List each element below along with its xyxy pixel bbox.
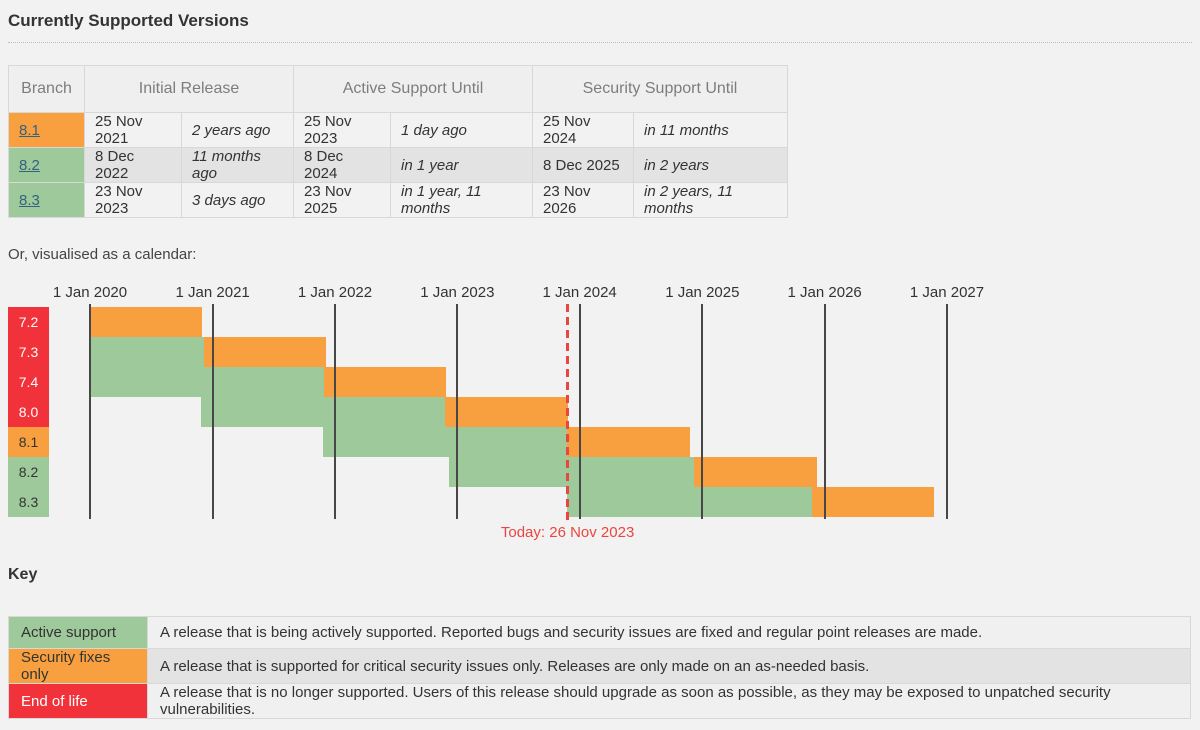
column-header-active-support: Active Support Until: [293, 65, 533, 113]
key-row: Security fixes only A release that is sup…: [8, 648, 1191, 684]
versions-header-row: Branch Initial Release Active Support Un…: [8, 65, 788, 113]
column-header-security-support: Security Support Until: [532, 65, 788, 113]
branch-cell: 8.3: [8, 182, 85, 218]
support-bar-security: [811, 487, 934, 517]
key-swatch-active: Active support: [8, 616, 148, 649]
column-header-initial-release: Initial Release: [84, 65, 294, 113]
key-title: Key: [8, 566, 38, 583]
security-support-date: 23 Nov 2026: [532, 182, 634, 218]
support-bar-security: [90, 307, 202, 337]
active-support-relative: in 1 year, 11 months: [390, 182, 533, 218]
initial-release-date: 25 Nov 2021: [84, 112, 182, 148]
branch-label: 8.1: [8, 427, 49, 457]
key-swatch-security: Security fixes only: [8, 648, 148, 684]
initial-release-relative: 3 days ago: [181, 182, 294, 218]
support-bar-active: [322, 427, 568, 457]
initial-release-date: 23 Nov 2023: [84, 182, 182, 218]
branch-label: 8.3: [8, 487, 49, 517]
year-gridline: [456, 304, 459, 519]
support-bar-security: [694, 457, 817, 487]
active-support-relative: in 1 year: [390, 147, 533, 183]
year-gridline: [211, 304, 214, 519]
axis-tick-label: 1 Jan 2026: [787, 284, 862, 301]
support-bar-active: [200, 397, 446, 427]
support-bar-security: [567, 427, 690, 457]
active-support-date: 8 Dec 2024: [293, 147, 391, 183]
today-line: [566, 304, 570, 520]
versions-table: Branch Initial Release Active Support Un…: [8, 65, 788, 218]
key-row: End of life A release that is no longer s…: [8, 683, 1191, 719]
year-gridline: [701, 304, 704, 519]
branch-label: 8.2: [8, 457, 49, 487]
year-gridline: [334, 304, 336, 519]
support-bar-active: [449, 457, 695, 487]
axis-tick-label: 1 Jan 2022: [297, 284, 373, 301]
security-support-date: 25 Nov 2024: [532, 112, 634, 148]
support-bar-security: [203, 337, 327, 367]
branch-link[interactable]: 8.2: [19, 156, 40, 174]
axis-tick-label: 1 Jan 2023: [420, 284, 495, 301]
axis-tick-label: 1 Jan 2021: [175, 284, 250, 301]
active-support-relative: 1 day ago: [390, 112, 533, 148]
support-bar-active: [90, 337, 204, 367]
branch-cell: 8.1: [8, 112, 85, 148]
branch-cell: 8.2: [8, 147, 85, 183]
security-support-relative: in 2 years, 11 months: [633, 182, 788, 218]
branch-label: 7.4: [8, 367, 49, 397]
axis-tick-label: 1 Jan 2025: [665, 284, 740, 301]
security-support-date: 8 Dec 2025: [532, 147, 634, 183]
key-description: A release that is supported for critical…: [147, 648, 1191, 684]
branch-label: 7.3: [8, 337, 49, 367]
today-label: Today: 26 Nov 2023: [500, 524, 635, 541]
initial-release-relative: 2 years ago: [181, 112, 294, 148]
active-support-date: 23 Nov 2025: [293, 182, 391, 218]
branch-label: 7.2: [8, 307, 49, 337]
security-support-relative: in 11 months: [633, 112, 788, 148]
support-bar-security: [323, 367, 446, 397]
support-bar-active: [566, 487, 812, 517]
support-bar-active: [90, 367, 324, 397]
branch-label: 8.0: [8, 397, 49, 427]
key-row: Active support A release that is being ac…: [8, 616, 1191, 649]
page-title: Currently Supported Versions: [8, 11, 249, 30]
support-bar-security: [445, 397, 568, 427]
initial-release-relative: 11 months ago: [181, 147, 294, 183]
key-swatch-eol: End of life: [8, 683, 148, 719]
year-gridline: [578, 304, 581, 519]
initial-release-date: 8 Dec 2022: [84, 147, 182, 183]
column-header-branch: Branch: [8, 65, 85, 113]
axis-tick-label: 1 Jan 2024: [542, 284, 617, 301]
year-gridline: [823, 304, 826, 519]
key-description: A release that is being actively support…: [147, 616, 1191, 649]
branch-link[interactable]: 8.3: [19, 191, 40, 209]
security-support-relative: in 2 years: [633, 147, 788, 183]
axis-tick-label: 1 Jan 2027: [909, 284, 985, 301]
version-row: 8.2 8 Dec 2022 11 months ago 8 Dec 2024 in 1…: [8, 147, 788, 183]
version-row: 8.1 25 Nov 2021 2 years ago 25 Nov 2023 1 da…: [8, 112, 788, 148]
active-support-date: 25 Nov 2023: [293, 112, 391, 148]
year-gridline: [89, 304, 91, 519]
version-row: 8.3 23 Nov 2023 3 days ago 23 Nov 2025 in 1 …: [8, 182, 788, 218]
heading-divider: [8, 42, 1192, 43]
year-gridline: [946, 304, 948, 519]
support-calendar-chart: 1 Jan 2020 1 Jan 2021 1 Jan 2022 1 Jan 2023…: [8, 284, 1192, 546]
calendar-intro: Or, visualised as a calendar:: [8, 246, 197, 263]
branch-link[interactable]: 8.1: [19, 121, 40, 139]
key-table: Active support A release that is being ac…: [8, 616, 1191, 719]
axis-tick-label: 1 Jan 2020: [52, 284, 128, 301]
key-description: A release that is no longer supported. U…: [147, 683, 1191, 719]
